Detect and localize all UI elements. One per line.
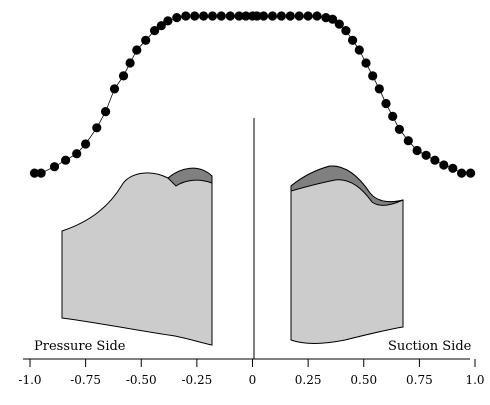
data-point xyxy=(252,11,262,21)
data-point xyxy=(276,11,286,21)
data-point xyxy=(403,136,413,146)
data-point xyxy=(163,16,173,26)
data-point xyxy=(234,11,244,21)
x-axis-tick-label: 0.75 xyxy=(406,373,433,387)
x-axis-tick-label: -0.50 xyxy=(126,373,157,387)
data-point xyxy=(303,11,313,21)
x-axis-tick-label: -0.75 xyxy=(70,373,101,387)
data-point xyxy=(61,155,71,165)
data-point xyxy=(49,162,60,172)
data-point xyxy=(368,71,378,81)
x-axis-tick-label: -0.25 xyxy=(181,373,212,387)
data-point xyxy=(388,111,398,121)
data-point xyxy=(285,11,295,21)
data-point xyxy=(181,11,191,21)
data-point xyxy=(207,11,218,21)
x-axis-tick-label: 0.50 xyxy=(350,373,377,387)
x-axis-tick-label: 0.25 xyxy=(295,373,322,387)
data-point xyxy=(466,168,476,178)
data-point xyxy=(225,11,235,21)
data-point xyxy=(328,14,338,24)
data-point xyxy=(101,107,111,117)
data-point xyxy=(172,13,182,23)
suction-side-blade-body xyxy=(290,165,404,344)
data-point xyxy=(241,11,251,21)
data-point xyxy=(36,168,46,178)
data-point xyxy=(312,11,322,21)
data-point xyxy=(141,35,151,45)
data-point xyxy=(125,58,135,68)
pressure-side-label: Pressure Side xyxy=(34,339,126,354)
data-point xyxy=(132,45,142,55)
series-line xyxy=(34,15,471,174)
x-axis-tick-label: -1.0 xyxy=(18,373,41,387)
data-point xyxy=(190,11,200,21)
data-point xyxy=(267,11,278,21)
data-point xyxy=(294,11,304,21)
data-point xyxy=(341,26,351,36)
suction-side-blade-tip xyxy=(290,165,404,206)
data-point xyxy=(439,160,449,170)
data-point xyxy=(156,21,166,31)
data-point xyxy=(334,19,344,29)
data-point xyxy=(216,11,226,21)
data-point xyxy=(259,11,269,21)
data-point xyxy=(354,45,364,55)
data-point xyxy=(421,150,431,160)
x-axis-tick-labels: -1.0 -0.75 -0.50 -0.25 0 0.25 0.50 0.75 1.0 xyxy=(18,373,484,387)
data-point xyxy=(448,163,458,173)
data-point xyxy=(381,98,391,109)
suction-side-blade-illustration xyxy=(290,165,404,344)
data-point xyxy=(374,84,384,94)
data-point xyxy=(118,71,129,81)
pressure-side-blade-illustration xyxy=(61,167,213,346)
data-point xyxy=(199,11,209,21)
data-point xyxy=(348,35,358,45)
data-point xyxy=(72,149,82,159)
suction-side-label: Suction Side xyxy=(388,339,472,354)
data-point xyxy=(81,139,91,149)
data-point xyxy=(394,124,404,134)
data-point xyxy=(150,26,160,36)
data-point xyxy=(29,168,40,178)
series-points xyxy=(29,11,476,178)
data-point xyxy=(412,145,422,156)
data-point xyxy=(109,84,120,94)
x-axis-tick-label: 0 xyxy=(249,373,257,387)
data-point xyxy=(361,58,371,68)
data-point xyxy=(457,168,467,178)
pressure-side-blade-tip xyxy=(167,167,213,187)
pressure-side-blade-body xyxy=(61,170,213,346)
x-axis-tick-label: 1.0 xyxy=(465,373,484,387)
x-axis-ticks xyxy=(29,359,476,367)
data-point xyxy=(92,123,102,133)
data-point xyxy=(430,155,440,165)
